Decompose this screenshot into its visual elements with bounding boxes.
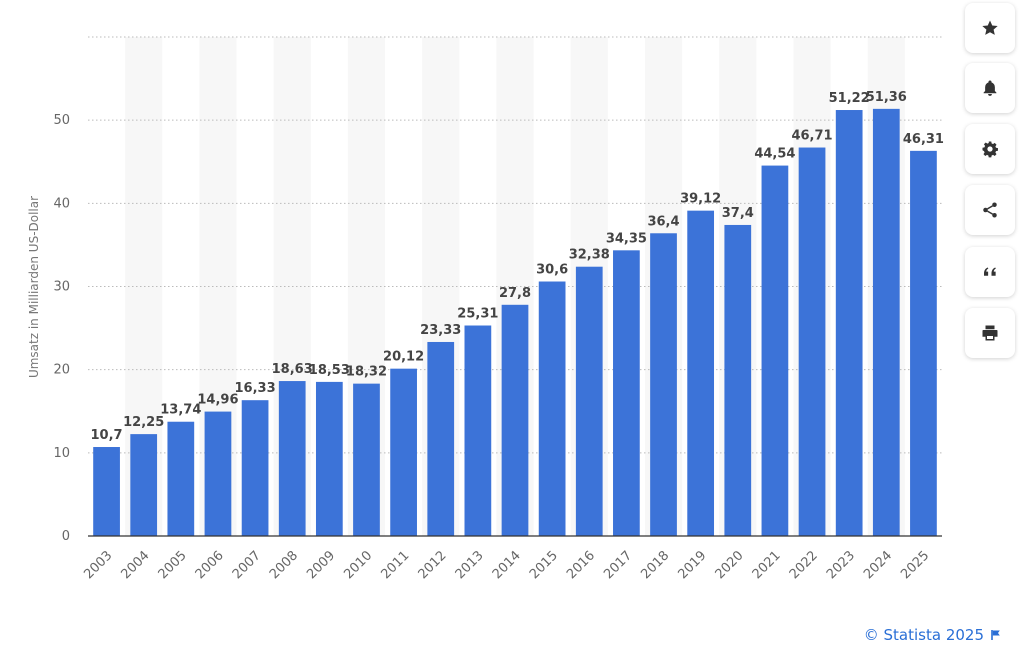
bar[interactable] (204, 411, 232, 536)
bar[interactable] (575, 266, 603, 536)
bar[interactable] (910, 150, 937, 536)
data-label: 16,33 (235, 381, 276, 396)
cite-button[interactable] (965, 247, 1015, 297)
x-tick-label: 2018 (638, 548, 672, 582)
x-tick-label: 2009 (304, 548, 338, 582)
bar[interactable] (538, 281, 566, 536)
x-tick-label: 2010 (341, 548, 375, 582)
data-label: 25,31 (457, 307, 498, 322)
x-tick-label: 2003 (81, 548, 115, 582)
credit-link[interactable]: © Statista 2025 (864, 626, 1002, 644)
x-tick-label: 2013 (453, 548, 487, 582)
bar[interactable] (464, 325, 492, 536)
x-tick-label: 2016 (564, 548, 598, 582)
flag-icon (991, 630, 1000, 640)
data-label: 18,32 (346, 365, 387, 380)
x-tick-label: 2015 (527, 548, 561, 582)
x-tick-label: 2005 (156, 548, 190, 582)
share-button[interactable] (965, 185, 1015, 235)
quote-icon (984, 267, 996, 276)
data-label: 20,12 (383, 350, 424, 365)
data-label: 32,38 (569, 248, 610, 263)
gear-icon (982, 141, 998, 158)
x-tick-label: 2006 (193, 548, 227, 582)
data-label: 14,96 (197, 393, 238, 408)
bar[interactable] (798, 147, 826, 536)
favorite-button[interactable] (965, 3, 1015, 53)
y-axis-title: Umsatz in Milliarden US-Dollar (27, 196, 41, 378)
y-tick-label: 30 (53, 280, 70, 295)
bar[interactable] (724, 224, 752, 536)
x-tick-label: 2007 (230, 548, 264, 582)
x-tick-label: 2023 (824, 548, 858, 582)
data-label: 18,53 (309, 363, 350, 378)
data-label: 18,63 (272, 362, 313, 377)
x-tick-label: 2012 (416, 548, 450, 582)
credit-text: © Statista 2025 (863, 626, 984, 644)
bar[interactable] (315, 381, 343, 536)
x-tick-label: 2024 (861, 548, 895, 582)
y-tick-label: 40 (53, 196, 70, 211)
data-label: 39,12 (680, 192, 721, 207)
x-tick-label: 2021 (750, 548, 784, 582)
share-icon (983, 202, 997, 218)
data-label: 44,54 (754, 147, 795, 162)
x-tick-label: 2022 (787, 548, 821, 582)
bar[interactable] (130, 434, 158, 536)
data-label: 10,7 (91, 428, 123, 443)
data-label: 46,71 (791, 129, 832, 144)
y-tick-label: 0 (62, 529, 70, 544)
bar[interactable] (167, 421, 195, 536)
print-icon (982, 325, 998, 341)
x-tick-label: 2019 (675, 548, 709, 582)
bell-icon (983, 80, 997, 96)
bar[interactable] (835, 110, 863, 537)
data-label: 13,74 (160, 403, 201, 418)
x-tick-label: 2017 (601, 548, 635, 582)
bar[interactable] (501, 304, 529, 536)
bar[interactable] (390, 368, 417, 536)
data-label: 37,4 (722, 206, 754, 221)
x-tick-label: 2004 (119, 548, 153, 582)
bar[interactable] (872, 108, 900, 536)
y-tick-label: 10 (53, 446, 70, 461)
data-label: 34,35 (606, 231, 647, 246)
bar[interactable] (241, 400, 269, 536)
y-tick-label: 20 (53, 363, 70, 378)
notification-button[interactable] (965, 63, 1015, 113)
bar[interactable] (93, 447, 120, 536)
bar[interactable] (613, 250, 640, 536)
print-button[interactable] (965, 308, 1015, 358)
data-label: 36,4 (647, 214, 679, 229)
star-icon (982, 20, 998, 35)
bar[interactable] (427, 341, 455, 536)
bar[interactable] (650, 233, 677, 537)
y-tick-label: 50 (53, 113, 70, 128)
data-label: 27,8 (499, 286, 531, 301)
x-tick-label: 2025 (898, 548, 932, 582)
x-tick-label: 2014 (490, 548, 524, 582)
bar[interactable] (278, 381, 306, 536)
data-label: 51,22 (829, 91, 870, 106)
bar[interactable] (687, 210, 715, 537)
x-tick-label: 2008 (267, 548, 301, 582)
x-tick-label: 2011 (378, 548, 412, 582)
bar[interactable] (761, 165, 789, 536)
data-label: 51,36 (866, 90, 907, 105)
x-tick-label: 2020 (713, 548, 747, 582)
bar[interactable] (353, 383, 380, 536)
data-label: 23,33 (420, 323, 461, 338)
data-label: 30,6 (536, 263, 568, 278)
data-label: 12,25 (123, 415, 164, 430)
data-label: 46,31 (903, 132, 944, 147)
settings-button[interactable] (965, 124, 1015, 174)
